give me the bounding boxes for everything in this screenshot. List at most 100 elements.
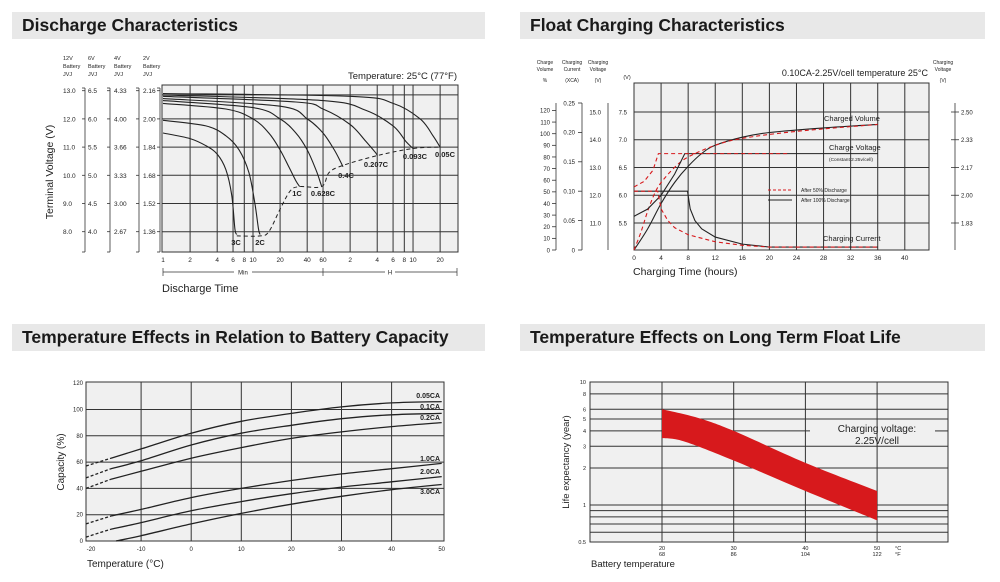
charging-annotation: 0.10CA-2.25V/cell temperature 25°C [782,68,929,78]
rate-label-0.207C: 0.207C [364,160,389,169]
rate-label-0.1CA: 0.1CA [420,404,440,411]
fahrenheit-unit: °F [895,552,901,558]
x-tick-label: 4 [215,257,219,264]
rate-label-0.2CA: 0.2CA [420,415,440,422]
voltage-tick-label: 4.5 [88,201,97,208]
discharge-curve-0.05C [162,92,441,148]
y-tick-label: 80 [76,434,83,440]
voltage-tick-label: 11.0 [63,145,76,152]
label-bg [234,268,252,276]
legend-label: After 100% Discharge [801,198,850,204]
capacity-curve-extrapolated [85,457,112,467]
current-tick-label: 0.15 [563,160,575,166]
discharge-curve-2C [162,119,261,235]
scale-header: Battery [143,64,161,70]
volume-tick-label: 80 [543,155,550,161]
voltage12-tick-label: 15.0 [589,110,601,116]
y-tick-label: 60 [76,460,83,466]
voltage-tick-label: 5.0 [88,173,97,180]
x-tick-label: 4 [659,255,663,262]
y-tick-label: 5 [583,417,586,423]
rate-label-1C: 1C [292,189,302,198]
cell-voltage-tick-label: 2.17 [961,166,973,172]
celsius-unit: °C [895,546,901,552]
x-tick-label: 12 [712,255,720,262]
voltage-tick-label: 3.00 [114,201,127,208]
x-tick-label: 6 [391,257,395,264]
voltage-tick-label: 1.84 [143,145,156,152]
volume-tick-label: 50 [543,190,550,196]
voltage12-tick-label: 12.0 [589,194,601,200]
x-tick-label: 50 [438,547,445,553]
charge-voltage-note: (Constant 2.25v/cell) [829,157,873,163]
voltage-tick-label: 4.0 [88,229,97,236]
charging-voltage-annotation: Charging voltage: [838,424,916,435]
label-bg [385,268,395,276]
volume-tick-label: 0 [547,248,551,254]
capacity-curve-0.2CA [110,421,442,480]
x-tick-label: 10 [249,257,257,264]
cutoff-voltage-line [236,146,441,237]
charging-voltage-value: 2.25V/cell [855,436,899,447]
axis-header: % [543,78,548,84]
x-tick-label: 8 [686,255,690,262]
voltage6-tick-label: 5.5 [619,221,628,227]
voltage-tick-label: 9.0 [63,201,72,208]
cell-voltage-tick-label: 2.00 [961,194,973,200]
volume-tick-label: 60 [543,179,550,185]
legend-label: After 50% Discharge [801,188,847,194]
x-tick-label: 40 [304,257,312,264]
voltage-tick-label: 3.33 [114,173,127,180]
rate-label-0.05C: 0.05C [435,150,456,159]
x-tick-label: 16 [739,255,747,262]
voltage-tick-label: 2.00 [143,116,156,123]
x-tick-label: 36 [874,255,882,262]
scale-header: 2V [143,56,150,62]
voltage-tick-label: 13.0 [63,88,76,95]
y-tick-label: 0 [80,539,84,545]
volume-tick-label: 70 [543,167,550,173]
capacity-curve-extrapolated [85,478,112,490]
discharge-curve-0.628C [162,100,323,187]
x-axis-title: Battery temperature [591,559,675,570]
y-tick-label: 6 [583,407,586,413]
temperature-capacity-chart-title: Temperature Effects in Relation to Batte… [12,324,485,351]
x-tick-celsius: 30 [731,546,737,552]
voltage6-tick-label: 7.0 [619,138,628,144]
cell-voltage-tick-label: 2.50 [961,110,973,116]
x-tick-fahrenheit: 104 [801,552,810,558]
voltage6-tick-label: 6.5 [619,166,628,172]
scale-header: Battery [63,64,81,70]
x-tick-label: 20 [766,255,774,262]
x-tick-label: 28 [820,255,828,262]
current-tick-label: 0.05 [563,219,575,225]
y-tick-label: 3 [583,444,586,450]
voltage-tick-label: 4.00 [114,116,127,123]
y-tick-label: 8 [583,392,586,398]
rate-label-0.628C: 0.628C [311,189,336,198]
axis-header: (V) [940,78,947,84]
axis-header: Current [564,67,581,73]
rate-label-2.0CA: 2.0CA [420,469,440,476]
charging-current-label: Charging Current [823,234,881,243]
x-tick-label: 8 [242,257,246,264]
scale-header: Battery [114,64,132,70]
axis-header: Charging [562,60,583,66]
scale-header: 6V [88,56,95,62]
voltage6-tick-label: 7.5 [619,110,628,116]
charging_current_xca-curve [634,190,878,248]
x-tick-celsius: 50 [874,546,880,552]
charged-volume-curve [633,123,878,251]
x-tick-label: 2 [188,257,192,264]
life-expectancy-band [662,409,878,521]
x-tick-label: 40 [901,255,909,262]
volume-tick-label: 100 [540,132,551,138]
x-tick-label: 20 [276,257,284,264]
x-tick-label: 0 [190,547,194,553]
x-tick-label: 32 [847,255,855,262]
volume-tick-label: 110 [540,120,550,126]
rate-label-2C: 2C [255,238,265,247]
y-tick-label: 4 [583,429,586,435]
scale-header: JVJ [114,72,123,78]
voltage12-tick-label: 13.0 [589,166,601,172]
